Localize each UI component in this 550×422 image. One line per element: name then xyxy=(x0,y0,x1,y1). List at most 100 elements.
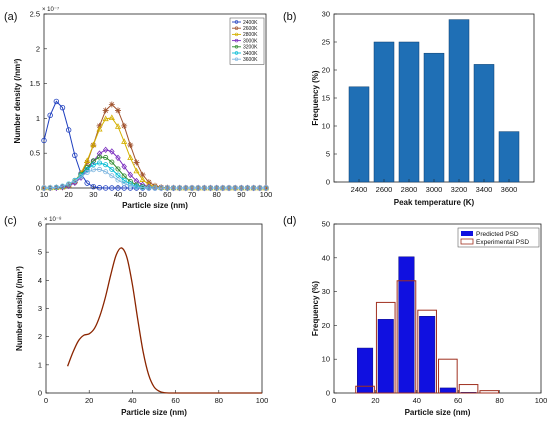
chart-b-xtick-label: 2600 xyxy=(376,185,393,194)
chart-c-ytick-label: 6 xyxy=(38,220,42,229)
chart-c-exponent-label: × 10⁻⁸ xyxy=(44,216,62,223)
chart-b-xtick-label: 3600 xyxy=(501,185,518,194)
chart-a-point xyxy=(121,177,127,183)
chart-c-xtick-label: 60 xyxy=(171,396,179,405)
chart-a-point xyxy=(201,184,208,192)
chart-a-point xyxy=(97,166,103,172)
chart-d-legend-swatch-predicted xyxy=(461,231,473,236)
chart-a-point xyxy=(133,177,140,185)
chart-d-bar-predicted xyxy=(377,319,394,394)
chart-a-point xyxy=(102,115,109,122)
chart-a-point xyxy=(189,184,195,192)
chart-a-point xyxy=(103,155,109,161)
chart-a-point xyxy=(90,167,96,173)
chart-c-ytick-label: 3 xyxy=(38,304,42,313)
chart-a-point xyxy=(189,185,195,191)
chart-a-series-line xyxy=(43,100,266,189)
chart-d-bar-experimental xyxy=(479,390,500,394)
chart-a-point xyxy=(59,104,66,111)
chart-a-legend-marker xyxy=(234,26,239,30)
chart-a-point xyxy=(220,185,226,191)
chart-d-bar-predicted xyxy=(398,256,415,394)
chart-a-point xyxy=(41,185,47,191)
chart-a-point xyxy=(214,185,220,191)
chart-a-legend-marker xyxy=(234,38,239,43)
chart-a-point xyxy=(139,176,146,182)
chart-d-legend-label-experimental: Experimental PSD xyxy=(476,239,529,246)
chart-a-point xyxy=(177,185,183,191)
chart-d-bar-experimental xyxy=(355,385,375,394)
chart-c-xtick-label: 40 xyxy=(128,396,136,405)
chart-a-point xyxy=(102,107,109,114)
chart-a-point xyxy=(96,150,103,157)
chart-a-legend-box xyxy=(229,17,265,65)
chart-a-point xyxy=(238,185,244,191)
chart-a-point xyxy=(127,142,134,149)
chart-c-ytick-label: 2 xyxy=(38,332,42,341)
chart-a-point xyxy=(102,185,109,191)
chart-a-point xyxy=(170,185,176,191)
chart-a-point xyxy=(176,184,183,192)
chart-a-point xyxy=(97,154,103,160)
chart-a-point xyxy=(133,167,140,174)
chart-a-ytick-label: 0.5 xyxy=(30,149,40,158)
chart-a-point xyxy=(183,185,189,191)
chart-a-point xyxy=(109,166,115,172)
chart-a-xtick-label: 100 xyxy=(260,190,273,199)
chart-a-series-line xyxy=(43,103,266,189)
chart-c-ytick-label: 5 xyxy=(38,248,42,257)
chart-b-ylabel: Frequency (%) xyxy=(311,70,320,125)
chart-a-point xyxy=(195,184,201,192)
chart-a-ylabel: Number density (/nm³) xyxy=(13,58,22,143)
chart-a-xtick-label: 70 xyxy=(188,190,196,199)
chart-a-point xyxy=(103,169,109,175)
chart-b-xtick-label: 3000 xyxy=(426,185,443,194)
chart-a-point xyxy=(263,185,269,191)
chart-a-xtick-label: 80 xyxy=(212,190,220,199)
chart-a-point xyxy=(251,185,257,191)
chart-a-psd-by-temperature: 10 20 30 40 50 60 70 80 90 100 0 0.5 1 1.5 2 2.5 Particl… xyxy=(13,6,272,210)
chart-a-point xyxy=(90,141,97,148)
chart-a-point xyxy=(47,112,53,119)
chart-a-point xyxy=(127,154,134,161)
chart-d-ytick-label: 10 xyxy=(322,355,330,364)
chart-a-ytick-label: 1.5 xyxy=(30,79,40,88)
chart-a-point xyxy=(84,180,90,186)
chart-a-point xyxy=(232,185,238,191)
chart-a-point xyxy=(146,185,152,191)
chart-a-point xyxy=(114,123,122,129)
chart-a-exponent-label: × 10⁻⁷ xyxy=(42,6,59,13)
chart-a-point xyxy=(109,185,115,191)
chart-d-bar-experimental xyxy=(438,358,458,394)
chart-a-point xyxy=(115,166,121,172)
chart-b-ytick-label: 5 xyxy=(326,150,330,159)
chart-b-xtick-label: 3400 xyxy=(476,185,493,194)
chart-b-bar xyxy=(373,41,395,183)
chart-a-point xyxy=(195,185,201,191)
chart-a-point xyxy=(96,185,103,191)
chart-a-point xyxy=(257,185,263,191)
chart-b-xlabel: Peak temperature (K) xyxy=(394,198,475,207)
chart-a-point xyxy=(121,163,127,170)
chart-b-bar xyxy=(448,19,470,183)
chart-a-point xyxy=(96,125,103,132)
chart-b-xtick-label: 3200 xyxy=(451,185,468,194)
chart-a-series-line xyxy=(43,117,266,189)
chart-a-point xyxy=(183,184,189,192)
chart-a-point xyxy=(41,184,47,192)
chart-b-ytick-label: 15 xyxy=(322,94,330,103)
chart-d-xtick-label: 20 xyxy=(371,396,379,405)
chart-a-point xyxy=(139,171,146,178)
chart-a-point xyxy=(103,162,109,168)
chart-b-bar xyxy=(348,86,370,183)
chart-d-bar-experimental xyxy=(458,384,479,394)
chart-a-point xyxy=(220,184,226,192)
chart-c-xlabel: Particle size (nm) xyxy=(121,408,187,417)
chart-a-point xyxy=(140,185,146,191)
chart-a-xtick-label: 10 xyxy=(40,190,48,199)
chart-c-xtick-label: 100 xyxy=(256,396,269,405)
chart-a-xtick-label: 20 xyxy=(64,190,72,199)
chart-d-legend-label-predicted: Predicted PSD xyxy=(476,231,519,238)
chart-a-point xyxy=(65,127,72,133)
chart-a-xtick-label: 50 xyxy=(138,190,146,199)
